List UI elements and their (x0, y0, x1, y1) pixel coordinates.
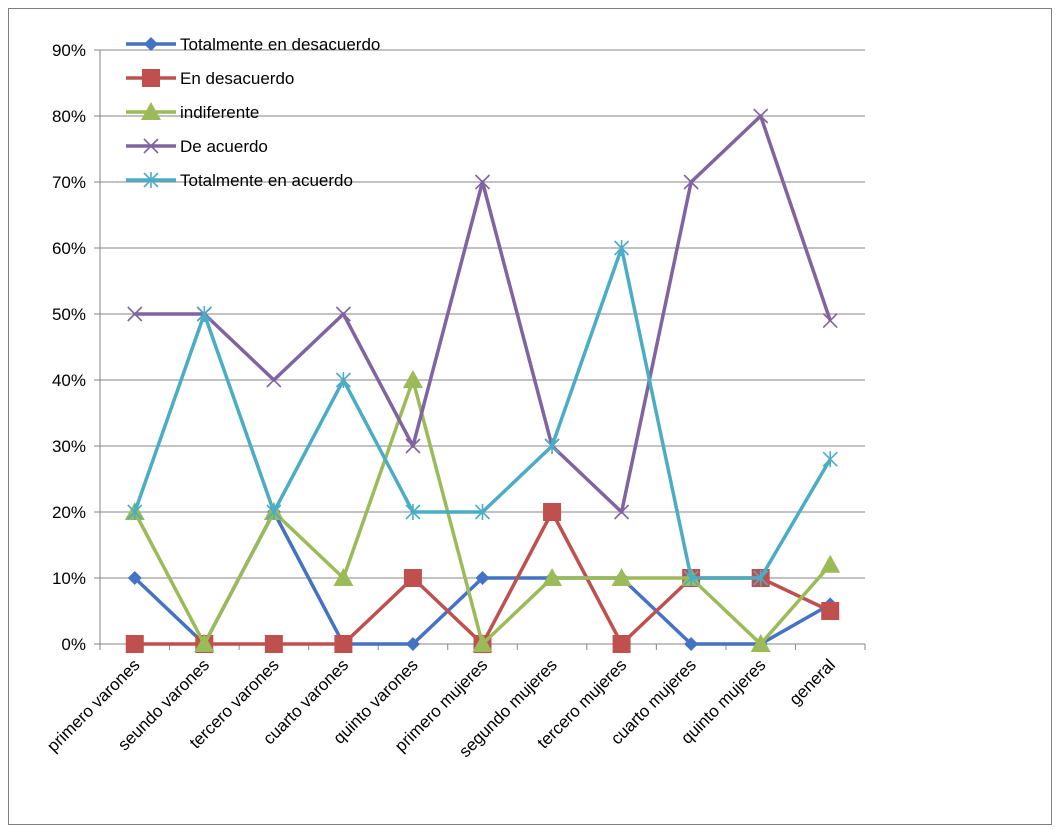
data-point (403, 569, 422, 587)
y-tick-label: 30% (52, 437, 86, 456)
data-point (266, 372, 282, 388)
series-4 (127, 108, 838, 520)
y-tick-label: 0% (61, 635, 86, 654)
data-point (750, 634, 771, 652)
data-point (194, 634, 215, 652)
legend-entry: En desacuerdo (126, 69, 294, 88)
data-point (614, 504, 630, 520)
y-tick-label: 90% (52, 41, 86, 60)
data-point (335, 372, 351, 388)
y-tick-label: 20% (52, 503, 86, 522)
x-marker-stroke (822, 313, 838, 329)
data-point (611, 568, 632, 586)
data-point (684, 637, 699, 651)
data-point (542, 568, 563, 586)
x-marker-stroke (127, 306, 143, 322)
data-point (614, 240, 630, 256)
chart-frame (8, 8, 1052, 825)
data-point (405, 637, 420, 651)
data-point (544, 438, 560, 454)
data-point (472, 634, 493, 652)
data-point (196, 306, 212, 322)
y-tick-labels: 0% 10% 20% 30% 40% 50% 60% 70% 80% 90% (52, 41, 86, 654)
legend-entry: Totalmente en desacuerdo (126, 35, 380, 54)
data-point (821, 602, 840, 620)
x-marker-stroke (266, 372, 282, 388)
data-point (127, 571, 142, 585)
legend-label: De acuerdo (180, 137, 268, 156)
x-marker-stroke (614, 504, 630, 520)
x-marker-stroke (143, 138, 159, 154)
data-point (612, 635, 631, 653)
data-point (753, 108, 769, 124)
data-point (334, 635, 353, 653)
data-point (822, 451, 838, 468)
legend-entry: Totalmente en acuerdo (126, 171, 353, 190)
data-point (475, 571, 490, 585)
legend-marker (144, 37, 158, 51)
data-point (127, 306, 143, 322)
y-tick-label: 50% (52, 305, 86, 324)
data-point (474, 504, 491, 520)
data-point (266, 504, 282, 520)
x-marker-stroke (335, 306, 351, 322)
data-point (127, 504, 143, 520)
x-marker-stroke (753, 108, 769, 124)
legend-entry: De acuerdo (126, 137, 268, 156)
y-tick-label: 80% (52, 107, 86, 126)
data-point (683, 174, 699, 190)
legend-entry: indiferente (126, 102, 259, 122)
data-point (822, 313, 838, 329)
y-tick-label: 40% (52, 371, 86, 390)
legend-label: Totalmente en acuerdo (180, 171, 353, 190)
legend-label: En desacuerdo (180, 69, 294, 88)
x-tick-label: general (786, 655, 840, 709)
data-point (753, 570, 769, 586)
x-marker-stroke (474, 174, 491, 190)
data-point (333, 568, 354, 586)
series-group (124, 108, 841, 653)
y-tick-label: 10% (52, 569, 86, 588)
data-point (543, 503, 562, 521)
legend-marker (143, 172, 159, 188)
legend-label: indiferente (180, 103, 259, 122)
series-line (133, 246, 832, 580)
data-point (405, 438, 421, 454)
data-point (264, 635, 283, 653)
x-marker-stroke (683, 174, 699, 190)
data-point (405, 504, 421, 520)
legend-marker (143, 138, 159, 154)
legend: Totalmente en desacuerdo En desacuerdo ind… (126, 35, 380, 190)
y-tick-label: 70% (52, 173, 86, 192)
data-point (683, 570, 699, 586)
legend-marker (142, 69, 160, 87)
data-point (474, 174, 491, 190)
legend-marker (141, 102, 161, 120)
x-marker-stroke (405, 438, 421, 454)
y-tick-label: 60% (52, 239, 86, 258)
data-point (125, 635, 144, 653)
legend-label: Totalmente en desacuerdo (180, 35, 380, 54)
data-point (335, 306, 351, 322)
gridlines (100, 49, 865, 579)
data-point (820, 554, 841, 573)
data-point (402, 370, 423, 388)
series-5 (127, 240, 838, 586)
